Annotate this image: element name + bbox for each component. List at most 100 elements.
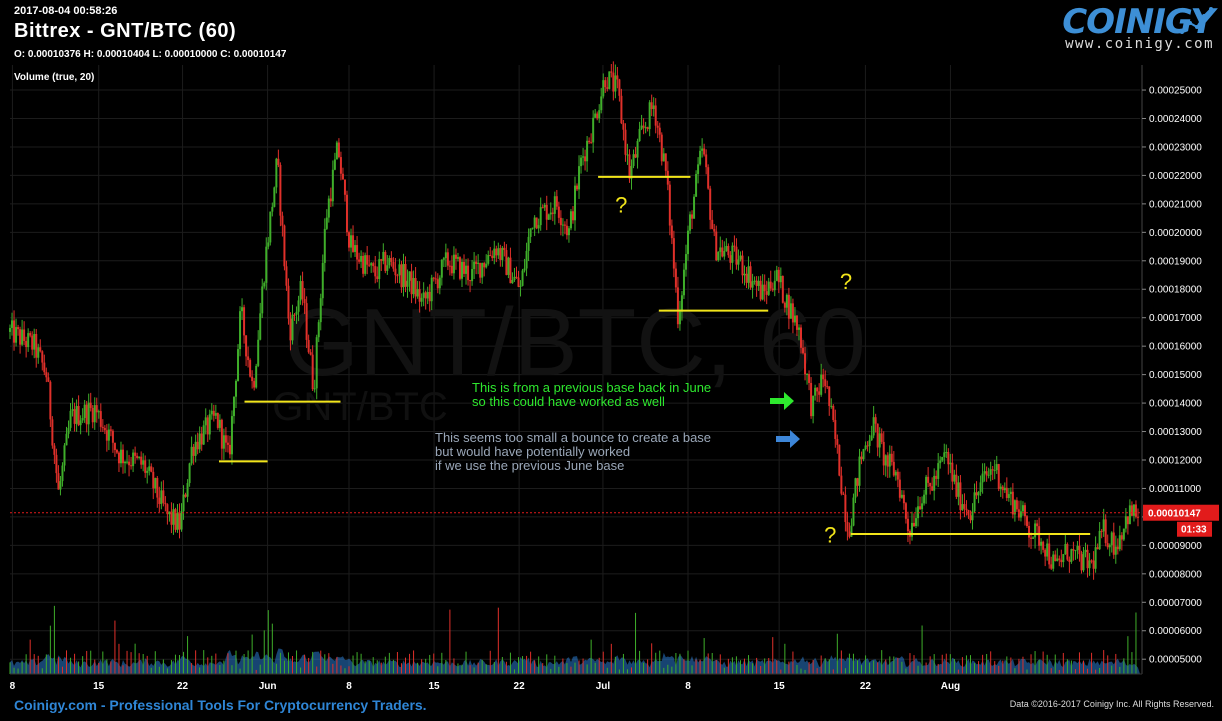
candle-body	[218, 419, 221, 428]
candle-body	[200, 433, 203, 445]
candle-body	[287, 285, 290, 319]
candle-body	[382, 251, 385, 261]
candle-body	[311, 354, 314, 390]
candle-body	[743, 273, 746, 276]
y-tick-label: 0.00013000	[1149, 427, 1202, 438]
candle-body	[400, 264, 403, 288]
candle-body	[65, 433, 68, 446]
candle-body	[933, 475, 936, 491]
candle-body	[53, 445, 56, 455]
candle-body	[854, 478, 857, 498]
candle-body	[632, 154, 635, 166]
candle-body	[172, 509, 175, 525]
candle-body	[166, 504, 169, 515]
candle-body	[1028, 525, 1031, 538]
candle-body	[372, 263, 375, 267]
candle-body	[902, 494, 905, 504]
candle-body	[283, 225, 286, 267]
candle-body	[458, 257, 461, 279]
candle-body	[1026, 516, 1028, 526]
candle-body	[723, 251, 726, 257]
x-tick-label: Jun	[259, 681, 277, 692]
candle-body	[493, 248, 496, 259]
candle-body	[709, 188, 712, 220]
candle-body	[386, 265, 389, 271]
candle-body	[596, 113, 599, 119]
candle-body	[519, 285, 522, 287]
candle-body	[150, 466, 153, 472]
candle-body	[83, 404, 86, 419]
candle-body	[941, 457, 944, 461]
footer-copyright: Data ©2016-2017 Coinigy Inc. All Rights …	[1009, 699, 1214, 709]
candle-body	[795, 315, 798, 330]
blue-arrow-icon	[776, 430, 800, 448]
candle-body	[923, 494, 926, 504]
candle-body	[507, 257, 510, 275]
candle-body	[717, 251, 720, 261]
candle-body	[285, 266, 288, 286]
candle-body	[132, 452, 135, 467]
candle-body	[1042, 541, 1045, 550]
candle-body	[616, 75, 619, 80]
candle-body	[672, 238, 675, 269]
candle-body	[1094, 547, 1097, 569]
candle-body	[959, 482, 962, 511]
candle-body	[904, 503, 907, 519]
candle-body	[658, 127, 661, 135]
candle-body	[479, 262, 482, 278]
x-tick-label: 8	[685, 681, 691, 692]
candle-body	[489, 255, 492, 257]
candle-body	[43, 362, 46, 373]
candle-body	[898, 479, 901, 498]
candle-body	[1080, 554, 1083, 571]
candle-body	[951, 462, 954, 482]
candle-body	[810, 382, 813, 417]
candle-body	[267, 242, 270, 247]
candle-body	[949, 462, 952, 465]
candle-body	[971, 511, 974, 521]
time-axis: 8 15 22 Jun 8 15 22 Jul 8 15 22 Aug	[10, 673, 1142, 692]
candle-body	[571, 211, 574, 221]
candle-body	[654, 105, 657, 126]
candle-body	[598, 110, 601, 119]
candle-body	[105, 430, 108, 441]
logo-url: www.coinigy.com	[1065, 36, 1214, 52]
candle-body	[771, 288, 774, 291]
candle-body	[537, 225, 540, 229]
candle-body	[178, 513, 181, 530]
candle-body	[789, 303, 792, 319]
annotation-blue-line: but would have potentially worked	[435, 444, 630, 459]
candle-body	[656, 125, 659, 128]
candle-body	[733, 245, 736, 247]
candle-body	[212, 410, 215, 416]
candle-body	[17, 327, 20, 330]
candle-body	[107, 429, 110, 441]
candle-body	[214, 413, 217, 416]
candle-body	[402, 263, 405, 288]
candle-body	[450, 265, 453, 274]
candle-body	[586, 140, 589, 162]
candle-body	[1134, 504, 1137, 517]
candle-body	[848, 531, 851, 537]
footer-tagline[interactable]: Coinigy.com - Professional Tools For Cry…	[14, 697, 427, 713]
countdown-label: 01:33	[1181, 525, 1207, 536]
candle-body	[870, 435, 873, 441]
candle-body	[894, 471, 897, 476]
candle-body	[408, 271, 411, 281]
candle-body	[529, 228, 532, 237]
candle-body	[634, 154, 637, 158]
x-tick-label: 22	[514, 681, 526, 692]
candle-body	[376, 276, 379, 280]
candle-body	[1034, 523, 1037, 538]
candle-body	[787, 294, 790, 319]
candle-body	[626, 154, 629, 156]
candle-body	[374, 266, 377, 277]
candle-body	[430, 277, 433, 302]
candle-body	[735, 246, 738, 265]
candle-body	[299, 281, 302, 301]
candle-body	[588, 140, 591, 143]
candle-body	[152, 471, 155, 489]
candle-body	[279, 164, 282, 216]
candle-body	[779, 275, 782, 283]
